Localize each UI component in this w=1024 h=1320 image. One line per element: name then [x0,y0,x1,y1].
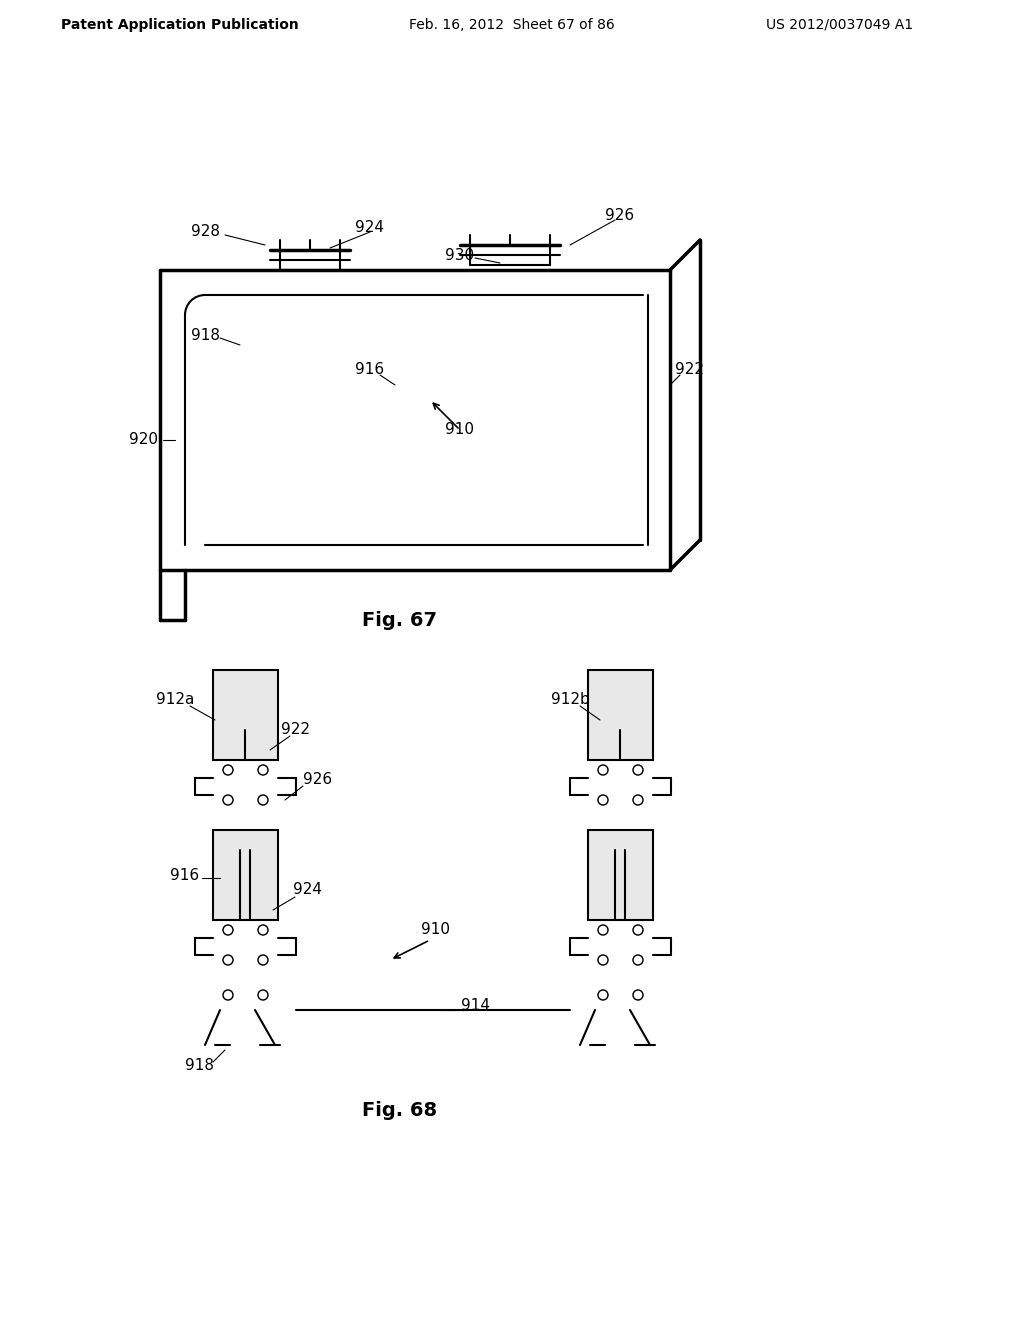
Text: 922: 922 [281,722,309,738]
Text: 924: 924 [355,220,384,235]
Text: 910: 910 [421,923,450,937]
Text: 918: 918 [190,327,219,342]
Text: Fig. 68: Fig. 68 [362,1101,437,1119]
Text: 916: 916 [170,867,200,883]
Text: Fig. 67: Fig. 67 [362,610,437,630]
Bar [213,671,278,760]
Text: 928: 928 [190,224,219,239]
Text: 930: 930 [445,248,474,263]
Text: 910: 910 [445,422,474,437]
Text: Feb. 16, 2012  Sheet 67 of 86: Feb. 16, 2012 Sheet 67 of 86 [410,18,614,32]
Text: 914: 914 [461,998,489,1012]
Bar [213,830,278,920]
Bar [588,671,653,760]
Text: US 2012/0037049 A1: US 2012/0037049 A1 [766,18,913,32]
Text: 912a: 912a [156,693,195,708]
Text: 924: 924 [294,883,323,898]
Text: Patent Application Publication: Patent Application Publication [61,18,299,32]
Text: 926: 926 [605,207,635,223]
Text: 916: 916 [355,363,385,378]
Text: 920: 920 [128,433,158,447]
Text: 922: 922 [676,363,705,378]
Text: 918: 918 [185,1057,214,1072]
Text: 926: 926 [303,772,333,788]
Text: 912b: 912b [551,693,590,708]
Bar [588,830,653,920]
